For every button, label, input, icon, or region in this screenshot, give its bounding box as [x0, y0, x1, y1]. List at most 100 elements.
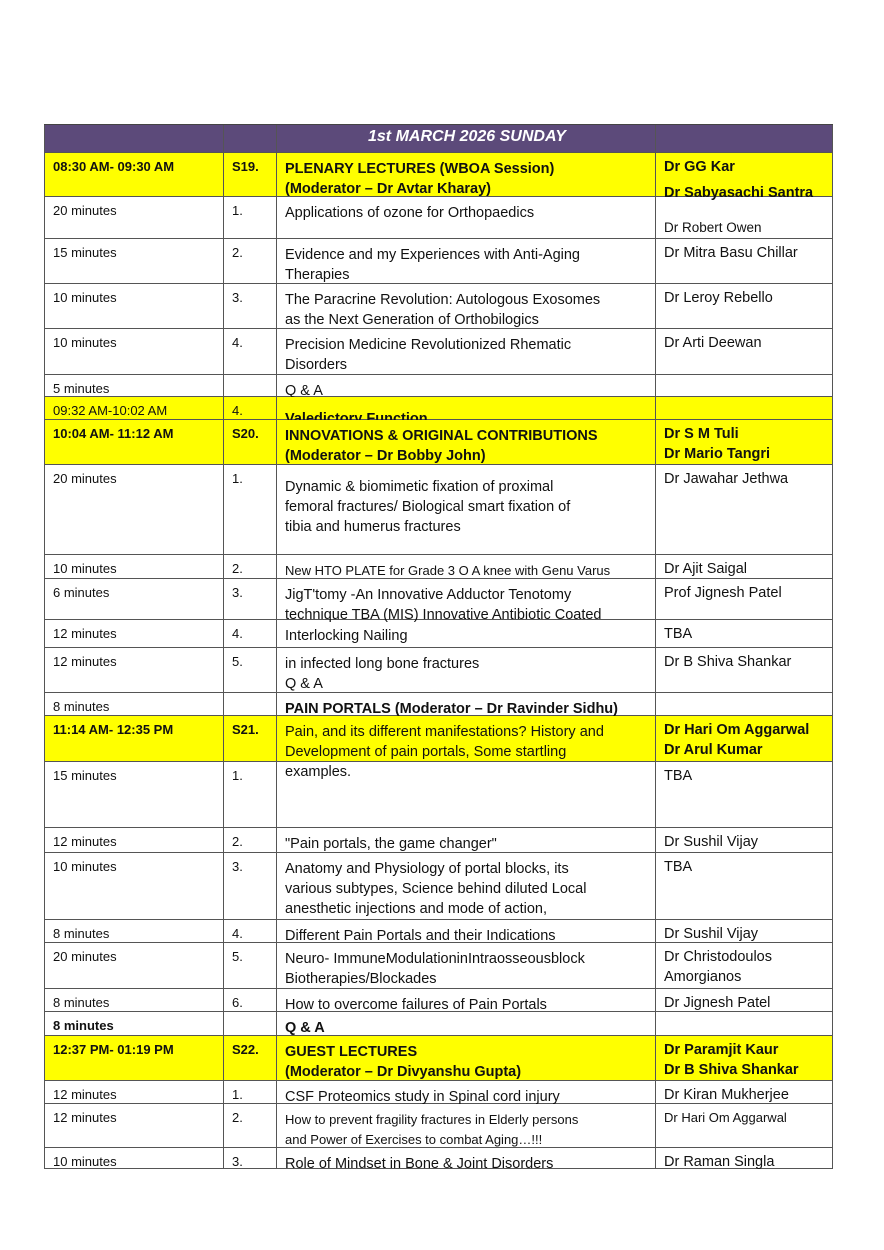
table-row: 5 minutes Q & A: [44, 375, 833, 399]
table-row: 8 minutes Q & A: [44, 1012, 833, 1036]
topic-line: as the Next Generation of Orthobilogics: [285, 312, 539, 328]
session-number-cell: 4.: [223, 920, 276, 942]
date-title: 1st MARCH 2026 SUNDAY: [276, 125, 655, 152]
topic-cell: in infected long bone fractures Q & A: [276, 648, 655, 692]
speaker-cell: Dr Leroy Rebello: [655, 284, 833, 328]
topic-cell: Q & A: [276, 1012, 655, 1036]
topic-line: various subtypes, Science behind diluted…: [285, 881, 587, 897]
time-cell: 10 minutes: [44, 853, 223, 919]
speaker-name: Prof Jignesh Patel: [664, 585, 782, 601]
speaker-cell: Dr Sushil Vijay: [655, 828, 833, 852]
speaker-name: Dr Arti Deewan: [664, 335, 762, 351]
time-cell: 8 minutes: [44, 693, 223, 715]
topic-cell: Neuro- ImmuneModulationinIntraosseousblo…: [276, 943, 655, 988]
time-cell: 08:30 AM- 09:30 AM: [44, 153, 223, 196]
speaker-cell: [655, 397, 833, 419]
table-row: 12 minutes 2. How to prevent fragility fra…: [44, 1104, 833, 1148]
topic-line: Role of Mindset in Bone & Joint Disorder…: [285, 1156, 554, 1172]
time-cell: 10 minutes: [44, 284, 223, 328]
speaker-cell: Dr GG Kar Dr Sabyasachi Santra: [655, 153, 833, 201]
speaker-cell: Dr Raman Singla: [655, 1148, 833, 1170]
time-cell: 6 minutes: [44, 579, 223, 619]
topic-line: Interlocking Nailing: [285, 628, 408, 644]
time-cell: 8 minutes: [44, 920, 223, 942]
session-number-cell: 1.: [223, 465, 276, 554]
time-cell: 12 minutes: [44, 1104, 223, 1147]
topic-line: Pain, and its different manifestations? …: [285, 724, 604, 740]
time-cell: 20 minutes: [44, 465, 223, 554]
speaker-cell: Dr B Shiva Shankar: [655, 648, 833, 692]
speaker-name: Dr Kiran Mukherjee: [664, 1087, 789, 1103]
topic-line: Disorders: [285, 357, 348, 373]
topic-cell: INNOVATIONS & ORIGINAL CONTRIBUTIONS (Mod…: [276, 420, 655, 464]
session-number-cell: 3.: [223, 579, 276, 619]
topic-cell: GUEST LECTURES (Moderator – Dr Divyanshu …: [276, 1036, 655, 1080]
session-number-cell: 1.: [223, 197, 276, 238]
topic-line: Q & A: [285, 383, 323, 399]
topic-line: Therapies: [285, 267, 350, 283]
table-header-row: 1st MARCH 2026 SUNDAY: [44, 125, 833, 153]
table-row: 10 minutes 3. The Paracrine Revolution: Au…: [44, 284, 833, 329]
time-cell: 20 minutes: [44, 943, 223, 988]
topic-line: PAIN PORTALS (Moderator – Dr Ravinder Si…: [285, 701, 618, 717]
speaker-cell: Dr Jawahar Jethwa: [655, 465, 833, 554]
session-number-cell: 2.: [223, 555, 276, 578]
topic-line: Evidence and my Experiences with Anti-Ag…: [285, 247, 580, 263]
speaker-cell: Dr Arti Deewan: [655, 329, 833, 374]
speaker-cell: Dr Christodoulos Amorgianos: [655, 943, 833, 988]
speaker-cell: [655, 693, 833, 715]
topic-cell: Anatomy and Physiology of portal blocks,…: [276, 853, 655, 919]
table-row: 12 minutes 5. in infected long bone fractu…: [44, 648, 833, 693]
topic-cell: Q & A: [276, 375, 655, 399]
speaker-name: Dr S M Tuli: [664, 426, 739, 442]
header-cell: [223, 125, 276, 152]
topic-line: Different Pain Portals and their Indicat…: [285, 928, 556, 944]
topic-cell: "Pain portals, the game changer": [276, 828, 655, 852]
table-row: 15 minutes 2. Evidence and my Experiences …: [44, 239, 833, 284]
speaker-name: Dr Mitra Basu Chillar: [664, 245, 798, 261]
speaker-name: Dr Leroy Rebello: [664, 290, 773, 306]
session-row: 12:37 PM- 01:19 PM S22. GUEST LECTURES (Mod…: [44, 1036, 833, 1081]
speaker-name: Dr Sabyasachi Santra: [664, 185, 814, 201]
session-number-cell: [223, 375, 276, 396]
topic-cell: CSF Proteomics study in Spinal cord inju…: [276, 1081, 655, 1105]
table-row: 8 minutes PAIN PORTALS (Moderator – Dr Ra…: [44, 693, 833, 717]
speaker-name: Dr Sushil Vijay: [664, 926, 759, 942]
speaker-cell: TBA: [655, 853, 833, 919]
table-row: 12 minutes 4. Interlocking Nailing TBA: [44, 620, 833, 648]
topic-line: Dynamic & biomimetic fixation of proxima…: [285, 479, 554, 495]
time-cell: 12 minutes: [44, 828, 223, 852]
session-number-cell: 2.: [223, 828, 276, 852]
time-cell: 10 minutes: [44, 555, 223, 578]
topic-line: tibia and humerus fractures: [285, 519, 461, 535]
time-cell: 15 minutes: [44, 762, 223, 827]
topic-line: How to overcome failures of Pain Portals: [285, 997, 547, 1013]
topic-cell: Role of Mindset in Bone & Joint Disorder…: [276, 1148, 655, 1172]
time-cell: 09:32 AM-10:02 AM: [44, 397, 223, 419]
time-cell: 12:37 PM- 01:19 PM: [44, 1036, 223, 1080]
topic-cell: How to prevent fragility fractures in El…: [276, 1104, 655, 1147]
table-row: 12 minutes 2. "Pain portals, the game cha…: [44, 828, 833, 853]
speaker-cell: Dr S M Tuli Dr Mario Tangri: [655, 420, 833, 464]
session-number-cell: 3.: [223, 853, 276, 919]
topic-cell: [276, 762, 655, 827]
session-number-cell: 2.: [223, 1104, 276, 1147]
session-number-cell: 2.: [223, 239, 276, 283]
topic-line: Biotherapies/Blockades: [285, 971, 437, 987]
session-row: 11:14 AM- 12:35 PM S21. Pain, and its diff…: [44, 716, 833, 780]
topic-cell: PLENARY LECTURES (WBOA Session) (Moderato…: [276, 153, 655, 197]
speaker-cell: Dr Jignesh Patel: [655, 989, 833, 1011]
topic-cell: JigT'tomy -An Innovative Adductor Tenoto…: [276, 579, 655, 623]
table-row: 20 minutes 1. Applications of ozone for Or…: [44, 197, 833, 239]
speaker-name: TBA: [664, 626, 693, 642]
speaker-name: Dr Jawahar Jethwa: [664, 471, 789, 487]
speaker-cell: Dr Hari Om Aggarwal Dr Arul Kumar: [655, 716, 833, 761]
topic-line: The Paracrine Revolution: Autologous Exo…: [285, 292, 601, 308]
time-cell: 20 minutes: [44, 197, 223, 238]
time-cell: 8 minutes: [44, 1012, 223, 1035]
speaker-name: Dr Arul Kumar: [664, 742, 763, 758]
table-row: 10 minutes 2. New HTO PLATE for Grade 3 O …: [44, 555, 833, 579]
table-row: 10 minutes 3. Anatomy and Physiology of po…: [44, 853, 833, 920]
session-row: 09:32 AM-10:02 AM 4. Valedictory Function: [44, 397, 833, 427]
topic-cell: Different Pain Portals and their Indicat…: [276, 920, 655, 944]
